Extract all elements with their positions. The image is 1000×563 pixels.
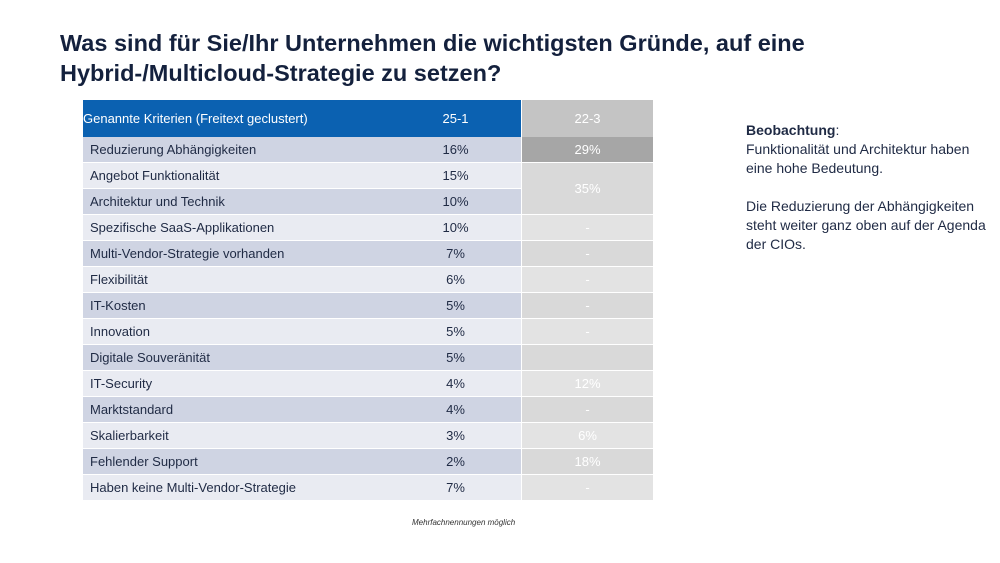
value-25-1: 4% [390,371,521,397]
table-header-row: Genannte Kriterien (Freitext geclustert)… [83,100,653,137]
observation-text-1: Funktionalität und Architektur haben ein… [746,141,970,176]
table-row: Multi-Vendor-Strategie vorhanden 7% - [83,241,653,267]
value-22-3: - [522,267,653,293]
criterion-label: IT-Security [83,371,390,397]
value-25-1: 5% [390,293,521,319]
column-header-25-1: 25-1 [390,100,521,137]
value-25-1: 7% [390,241,521,267]
observation-text-2: Die Reduzierung der Abhängigkeiten steht… [746,198,986,252]
criterion-label: IT-Kosten [83,293,390,319]
column-header-22-3: 22-3 [522,100,653,137]
table-row: Digitale Souveränität 5% [83,345,653,371]
value-25-1: 2% [390,449,521,475]
value-25-1: 3% [390,423,521,449]
slide-title: Was sind für Sie/Ihr Unternehmen die wic… [60,30,805,86]
value-25-1: 4% [390,397,521,423]
criterion-label: Flexibilität [83,267,390,293]
criterion-label: Haben keine Multi-Vendor-Strategie [83,475,390,501]
criterion-label: Multi-Vendor-Strategie vorhanden [83,241,390,267]
observation-colon: : [835,122,840,138]
table-row: Spezifische SaaS-Applikationen 10% - [83,215,653,241]
value-25-1: 5% [390,319,521,345]
value-22-3: - [522,241,653,267]
criterion-label: Spezifische SaaS-Applikationen [83,215,390,241]
criterion-label: Digitale Souveränität [83,345,390,371]
column-header-criteria: Genannte Kriterien (Freitext geclustert) [83,100,390,137]
value-25-1: 15% [390,163,521,189]
table-row: Angebot Funktionalität 15% 35% [83,163,653,215]
criteria-table: Genannte Kriterien (Freitext geclustert)… [83,100,653,501]
value-22-3: - [522,293,653,319]
value-22-3: 29% [522,137,653,163]
table-row: IT-Security 4% 12% [83,371,653,397]
table-row: Skalierbarkeit 3% 6% [83,423,653,449]
criterion-label: Architektur und Technik [83,189,390,215]
criterion-label: Innovation [83,319,390,345]
criterion-label: Reduzierung Abhängigkeiten [83,137,390,163]
table-row: Reduzierung Abhängigkeiten 16% 29% [83,137,653,163]
value-22-3: 6% [522,423,653,449]
criterion-label: Angebot Funktionalität [83,163,390,189]
value-22-3: - [522,397,653,423]
value-22-3-merged: 35% [522,163,653,215]
table-row: Flexibilität 6% - [83,267,653,293]
value-25-1: 6% [390,267,521,293]
table-row: Architektur und Technik 10% [83,189,653,215]
value-22-3: 18% [522,449,653,475]
table-row: IT-Kosten 5% - [83,293,653,319]
table-row: Fehlender Support 2% 18% [83,449,653,475]
observation-box: Beobachtung: Funktionalität und Architek… [746,121,986,254]
value-25-1: 10% [390,215,521,241]
footnote: Mehrfachnennungen möglich [412,518,516,527]
table-row: Marktstandard 4% - [83,397,653,423]
criterion-label: Skalierbarkeit [83,423,390,449]
criterion-label: Marktstandard [83,397,390,423]
value-22-3: 12% [522,371,653,397]
value-22-3: - [522,215,653,241]
value-25-1: 5% [390,345,521,371]
value-25-1: 16% [390,137,521,163]
table-row: Haben keine Multi-Vendor-Strategie 7% - [83,475,653,501]
table-row: Innovation 5% - [83,319,653,345]
criterion-label: Fehlender Support [83,449,390,475]
value-25-1: 10% [390,189,521,215]
value-22-3: - [522,475,653,501]
value-25-1: 7% [390,475,521,501]
value-22-3 [522,345,653,371]
observation-heading: Beobachtung [746,122,836,138]
value-22-3: - [522,319,653,345]
